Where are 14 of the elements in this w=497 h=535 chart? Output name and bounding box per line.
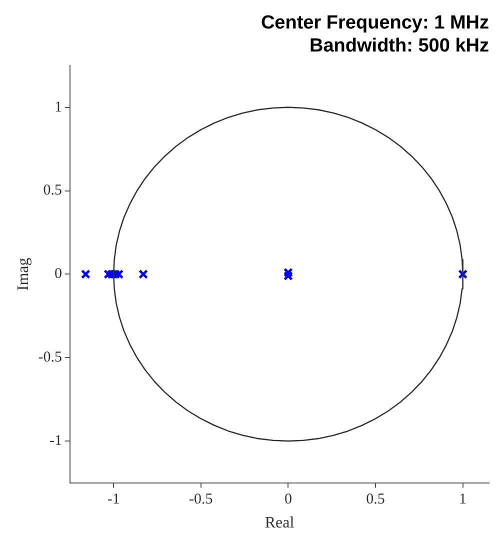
x-tick-label: -1 [107,492,120,508]
text: Bandwidth: 500 kHz [310,35,489,56]
y-tick-label: -0.5 [38,350,62,366]
y-tick-label: -1 [49,433,62,450]
x-tick-label: 0 [284,492,292,508]
x-tick-label: 1 [459,492,467,508]
x-tick-label: -0.5 [189,492,213,508]
y-tick-label: 0 [54,266,62,282]
x-tick-label: 0.5 [366,492,385,508]
text: Center Frequency: 1 MHz [260,12,489,34]
y-tick-label: 1 [54,99,62,116]
y-tick-label: 0.5 [43,182,62,199]
x-axis-title: Real [264,514,295,532]
y-axis-title: Imag [14,258,32,291]
